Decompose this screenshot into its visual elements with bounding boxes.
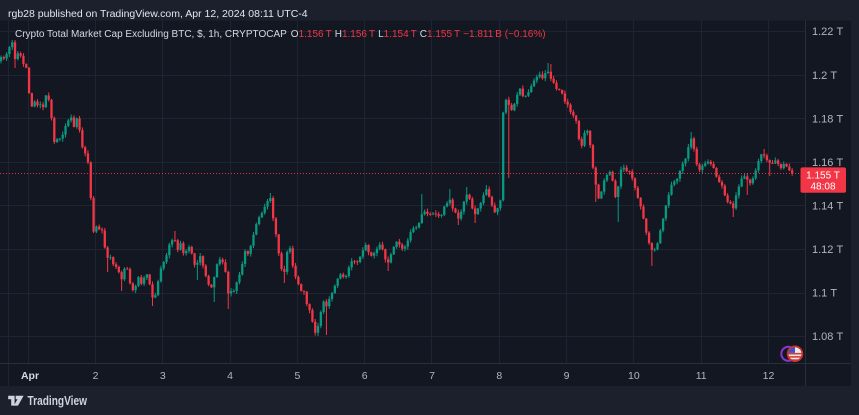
svg-text:1.18 T: 1.18 T <box>812 114 843 126</box>
svg-text:1.1 T: 1.1 T <box>812 288 837 300</box>
svg-text:12: 12 <box>763 370 775 382</box>
svg-text:1.22 T: 1.22 T <box>812 26 843 38</box>
svg-text:1.155 T: 1.155 T <box>806 170 840 181</box>
svg-text:5: 5 <box>294 370 300 382</box>
svg-text:rgb28 published on TradingView: rgb28 published on TradingView.com, Apr … <box>8 8 308 20</box>
svg-text:11: 11 <box>696 370 707 382</box>
svg-text:1.16 T: 1.16 T <box>812 157 843 169</box>
svg-text:TradingView: TradingView <box>28 394 88 408</box>
svg-text:7: 7 <box>429 370 435 382</box>
svg-text:4: 4 <box>227 370 233 382</box>
svg-text:1.08 T: 1.08 T <box>812 331 843 343</box>
svg-text:2: 2 <box>93 370 99 382</box>
svg-text:1.12 T: 1.12 T <box>812 244 843 256</box>
svg-text:1.2 T: 1.2 T <box>812 70 837 82</box>
svg-text:6: 6 <box>362 370 368 382</box>
svg-text:Crypto Total Market Cap Exclud: Crypto Total Market Cap Excluding BTC, $… <box>15 29 546 40</box>
svg-text:8: 8 <box>496 370 502 382</box>
svg-text:3: 3 <box>160 370 166 382</box>
svg-text:Apr: Apr <box>21 370 39 382</box>
svg-text:9: 9 <box>564 370 570 382</box>
svg-text:10: 10 <box>628 370 640 382</box>
svg-text:1.14 T: 1.14 T <box>812 201 843 213</box>
svg-text:48:08: 48:08 <box>810 181 835 192</box>
